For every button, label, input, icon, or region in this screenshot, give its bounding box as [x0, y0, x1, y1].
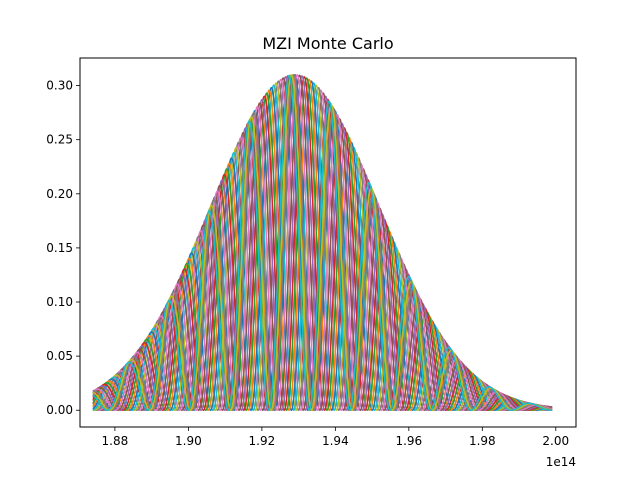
series-line-20	[92, 74, 553, 411]
x-offset-label: 1e14	[546, 455, 576, 469]
y-tick-label: 0.25	[46, 133, 73, 147]
series-layer	[92, 74, 553, 411]
y-tick-label: 0.30	[46, 79, 73, 93]
chart-title: MZI Monte Carlo	[262, 34, 393, 53]
y-tick-label: 0.20	[46, 187, 73, 201]
series-line-18	[92, 74, 553, 411]
x-tick-label: 1.94	[322, 434, 349, 448]
x-axis: 1.88 1.90 1.92 1.94 1.96 1.98 2.00	[102, 427, 569, 448]
x-tick-label: 1.98	[469, 434, 496, 448]
series-line-19	[92, 74, 553, 411]
x-tick-label: 1.92	[249, 434, 276, 448]
series-line-15	[92, 75, 553, 411]
series-line-16	[92, 74, 553, 411]
x-tick-label: 2.00	[542, 434, 569, 448]
y-tick-label: 0.05	[46, 349, 73, 363]
plot-frame	[79, 57, 577, 428]
x-tick-label: 1.88	[102, 434, 129, 448]
y-axis: 0.00 0.05 0.10 0.15 0.20 0.25 0.30	[46, 79, 80, 417]
y-tick-label: 0.15	[46, 241, 73, 255]
y-tick-label: 0.00	[46, 403, 73, 417]
series-line-17	[92, 74, 553, 411]
x-tick-label: 1.96	[395, 434, 422, 448]
x-tick-label: 1.90	[175, 434, 202, 448]
series-line-12	[92, 78, 553, 411]
y-tick-label: 0.10	[46, 295, 73, 309]
